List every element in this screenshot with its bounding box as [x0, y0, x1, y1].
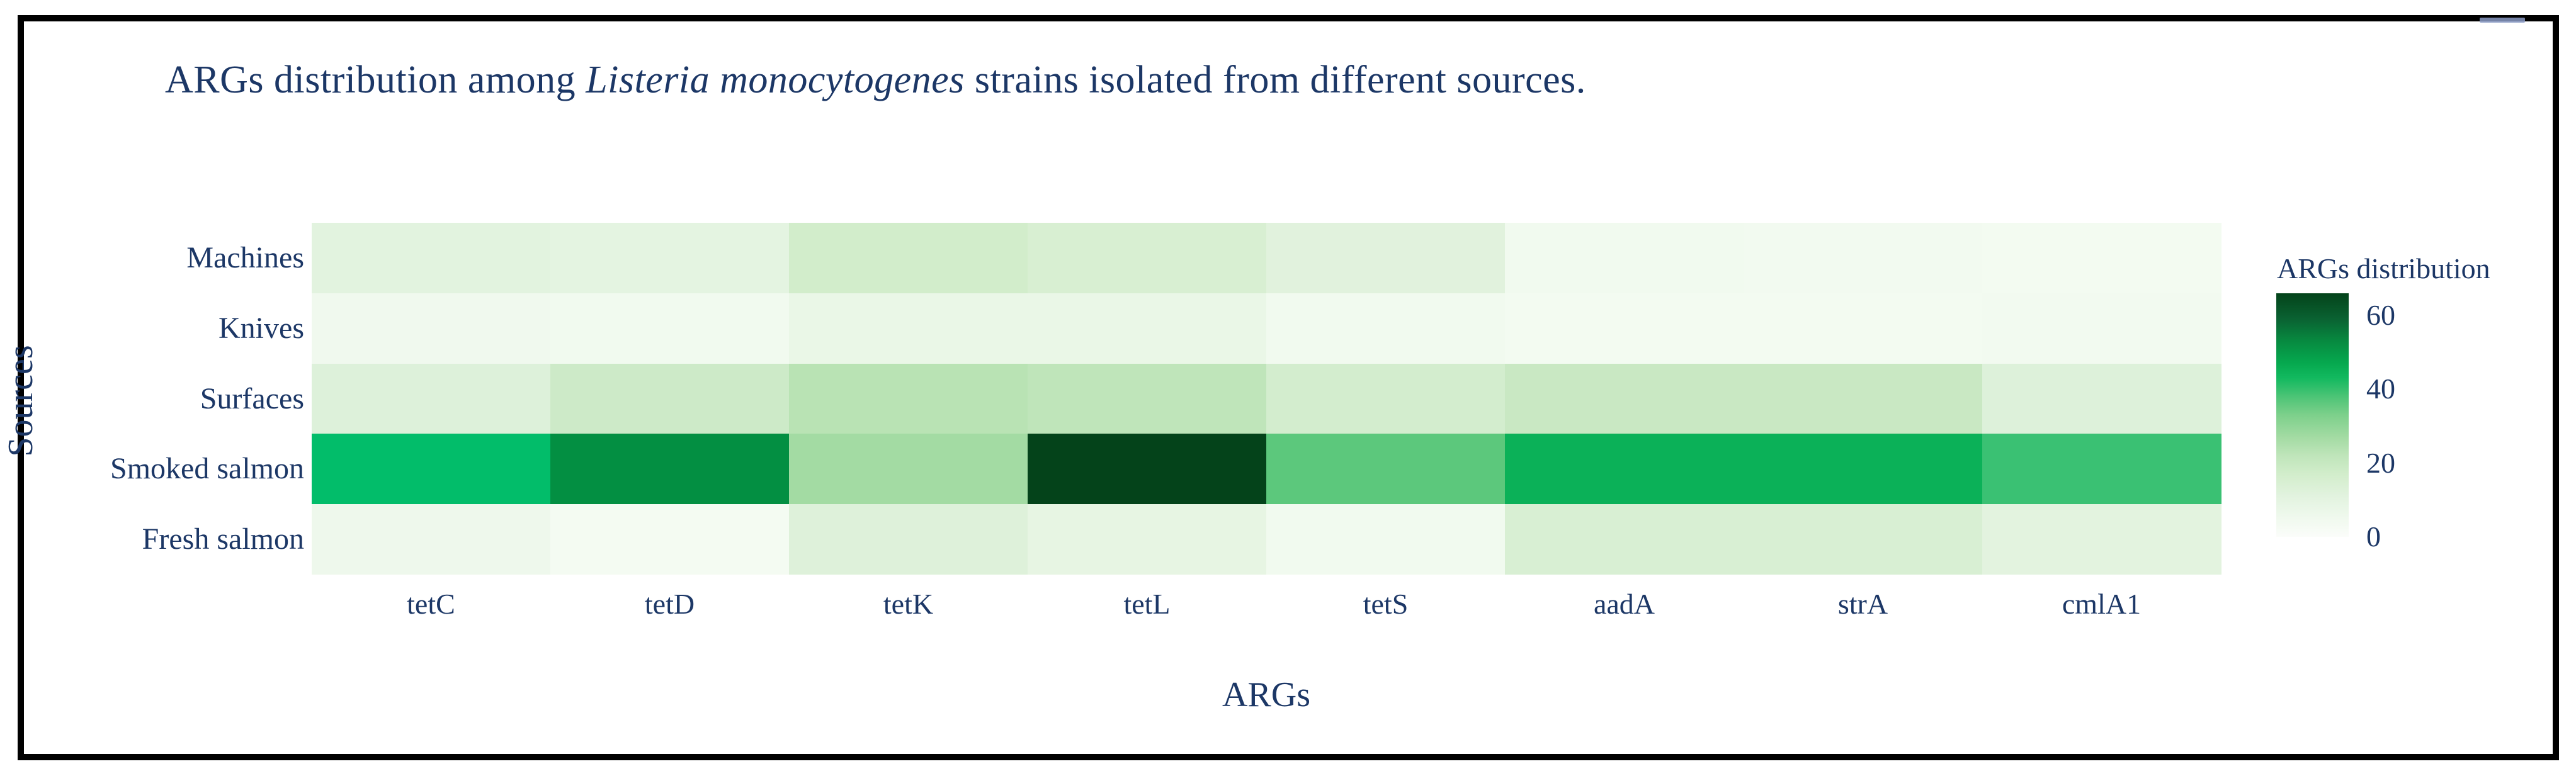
heatmap-cell: [1505, 434, 1744, 505]
heatmap-cell: [1266, 434, 1506, 505]
heatmap-cell: [550, 293, 790, 364]
heatmap-cell: [789, 434, 1028, 505]
heatmap-cell: [1028, 504, 1267, 575]
x-axis-label: aadA: [1593, 588, 1655, 620]
y-axis-label: Fresh salmon: [142, 522, 304, 556]
heatmap-cell: [550, 363, 790, 434]
heatmap-cell: [312, 504, 551, 575]
y-axis-label: Surfaces: [200, 381, 304, 415]
heatmap-cell: [789, 223, 1028, 294]
heatmap-cell: [1266, 293, 1506, 364]
heatmap-cell: [1744, 293, 1983, 364]
heatmap-cell: [1505, 293, 1744, 364]
heatmap-cell: [1266, 223, 1506, 294]
heatmap-cell: [1028, 293, 1267, 364]
heatmap-cell: [1266, 504, 1506, 575]
heatmap-cell: [789, 504, 1028, 575]
colorbar-tick-label: 0: [2366, 520, 2381, 553]
heatmap-cell: [789, 363, 1028, 434]
chart-title: ARGs distribution among Listeria monocyt…: [165, 58, 1586, 103]
heatmap-cell: [1028, 434, 1267, 505]
heatmap-cell: [1744, 363, 1983, 434]
y-axis-label: Smoked salmon: [110, 452, 304, 486]
x-axis-label: tetS: [1363, 588, 1409, 620]
colorbar-tick-label: 40: [2366, 373, 2395, 405]
y-axis-label: Machines: [186, 240, 304, 274]
heatmap-grid: [312, 223, 2221, 575]
chart-title-post: strains isolated from different sources.: [964, 59, 1586, 101]
heatmap-cell: [1982, 434, 2221, 505]
x-axis-label: tetL: [1123, 588, 1171, 620]
heatmap-cell: [1505, 504, 1744, 575]
x-axis-label: tetK: [883, 588, 934, 620]
colorbar-gradient: [2276, 293, 2349, 537]
heatmap-cell: [1744, 223, 1983, 294]
x-axis-label: cmlA1: [2062, 588, 2142, 620]
x-axis-label: tetC: [407, 588, 455, 620]
colorbar-tick-label: 20: [2366, 446, 2395, 479]
ui-artifact: [2480, 18, 2525, 23]
heatmap-cell: [1028, 363, 1267, 434]
heatmap-cell: [550, 223, 790, 294]
x-axis-title: ARGs: [1222, 675, 1311, 714]
x-axis-label: tetD: [644, 588, 695, 620]
heatmap-cell: [1266, 363, 1506, 434]
heatmap-cell: [550, 434, 790, 505]
heatmap-cell: [550, 504, 790, 575]
y-axis-label: Knives: [218, 311, 304, 345]
colorbar-tick-label: 60: [2366, 299, 2395, 332]
heatmap-cell: [1028, 223, 1267, 294]
chart-title-species: Listeria monocytogenes: [586, 59, 965, 101]
heatmap-cell: [1744, 434, 1983, 505]
heatmap-cell: [312, 363, 551, 434]
heatmap-cell: [1505, 223, 1744, 294]
chart-title-pre: ARGs distribution among: [165, 59, 586, 101]
heatmap-cell: [1982, 363, 2221, 434]
heatmap-cell: [1982, 223, 2221, 294]
x-axis-label: strA: [1837, 588, 1888, 620]
heatmap-cell: [1982, 504, 2221, 575]
y-axis-title: Sources: [1, 345, 40, 457]
heatmap-cell: [1744, 504, 1983, 575]
heatmap-cell: [312, 434, 551, 505]
heatmap-cell: [789, 293, 1028, 364]
heatmap-cell: [312, 293, 551, 364]
heatmap-cell: [1505, 363, 1744, 434]
heatmap-cell: [1982, 293, 2221, 364]
colorbar-title: ARGs distribution: [2277, 252, 2490, 284]
heatmap-cell: [312, 223, 551, 294]
